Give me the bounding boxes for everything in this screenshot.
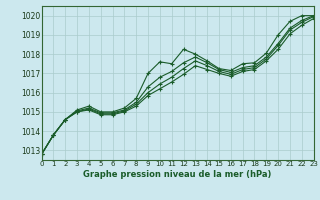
X-axis label: Graphe pression niveau de la mer (hPa): Graphe pression niveau de la mer (hPa): [84, 170, 272, 179]
